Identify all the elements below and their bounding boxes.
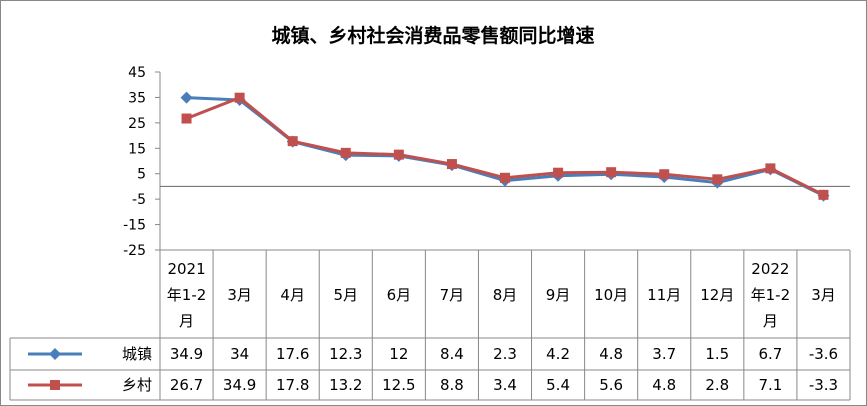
table-cell-value: 5.4 <box>546 376 570 394</box>
y-tick-label: -25 <box>123 243 146 259</box>
table-cell-value: 12 <box>389 345 408 363</box>
data-point <box>818 189 829 200</box>
series-layer <box>180 91 830 202</box>
category-label: 2021 <box>167 260 205 278</box>
category-label: 6月 <box>387 286 412 304</box>
y-tick-label: 15 <box>128 141 146 157</box>
y-tick-label: -15 <box>123 218 146 234</box>
data-point <box>287 136 298 147</box>
category-label: 11月 <box>647 286 681 304</box>
table-cell-value: 34 <box>230 345 249 363</box>
data-point <box>446 159 457 170</box>
table-cell-value: 12.5 <box>382 376 415 394</box>
data-point <box>181 113 192 124</box>
table-cell-value: 2.8 <box>705 376 729 394</box>
data-point <box>180 91 193 104</box>
table-cell-value: 2.3 <box>493 345 517 363</box>
legend-key-marker <box>49 348 61 360</box>
category-label: 5月 <box>333 286 358 304</box>
data-point <box>234 92 245 103</box>
table-cell-value: 26.7 <box>170 376 203 394</box>
data-point <box>712 174 723 185</box>
category-label: 12月 <box>700 286 734 304</box>
table-cell-value: 7.1 <box>758 376 782 394</box>
table-cell-value: -3.3 <box>809 376 838 394</box>
table-cell-value: 3.4 <box>493 376 517 394</box>
data-point <box>606 167 617 178</box>
data-point <box>659 169 670 180</box>
data-point <box>393 149 404 160</box>
category-label: 3月 <box>227 286 252 304</box>
table-cell-value: 8.8 <box>440 376 464 394</box>
category-label: 月 <box>763 312 778 330</box>
legend-label: 城镇 <box>122 345 152 363</box>
category-label: 年1-2 <box>751 286 791 304</box>
category-label: 10月 <box>594 286 628 304</box>
y-tick-label: 35 <box>128 90 146 106</box>
table-cell-value: 34.9 <box>223 376 256 394</box>
data-point <box>500 172 510 183</box>
table-cell-value: 3.7 <box>652 345 676 363</box>
y-tick-label: -5 <box>132 192 146 208</box>
category-label: 年1-2 <box>167 286 207 304</box>
table-cell-value: -3.6 <box>809 345 838 363</box>
table-cell-value: 5.6 <box>599 376 623 394</box>
table-cell-value: 17.6 <box>276 345 309 363</box>
table-cell-value: 17.8 <box>276 376 309 394</box>
category-label: 2022 <box>751 260 789 278</box>
data-point <box>553 167 564 178</box>
table-cell-value: 6.7 <box>758 345 782 363</box>
category-label: 4月 <box>280 286 305 304</box>
y-tick-label: 25 <box>128 116 146 132</box>
table-cell-value: 12.3 <box>329 345 362 363</box>
legend-label: 乡村 <box>122 376 152 394</box>
category-label: 9月 <box>546 286 571 304</box>
category-label: 3月 <box>811 286 836 304</box>
data-point <box>340 147 351 158</box>
axis-layer: 45 35 25 15 5 -5 -15 -25 <box>123 65 850 259</box>
table-cell-value: 34.9 <box>170 345 203 363</box>
table-cell-value: 4.8 <box>599 345 623 363</box>
data-point <box>765 163 776 174</box>
legend-key-marker <box>50 380 60 390</box>
table-cell-value: 1.5 <box>705 345 729 363</box>
table-cell-value: 8.4 <box>440 345 464 363</box>
category-label: 8月 <box>493 286 518 304</box>
chart-title: 城镇、乡村社会消费品零售额同比增速 <box>271 24 594 47</box>
category-label: 7月 <box>440 286 465 304</box>
category-label: 月 <box>179 312 194 330</box>
table-cell-value: 13.2 <box>329 376 362 394</box>
y-tick-label: 45 <box>128 65 146 81</box>
table-cell-value: 4.8 <box>652 376 676 394</box>
table-cell-value: 4.2 <box>546 345 570 363</box>
y-tick-label: 5 <box>137 167 146 183</box>
